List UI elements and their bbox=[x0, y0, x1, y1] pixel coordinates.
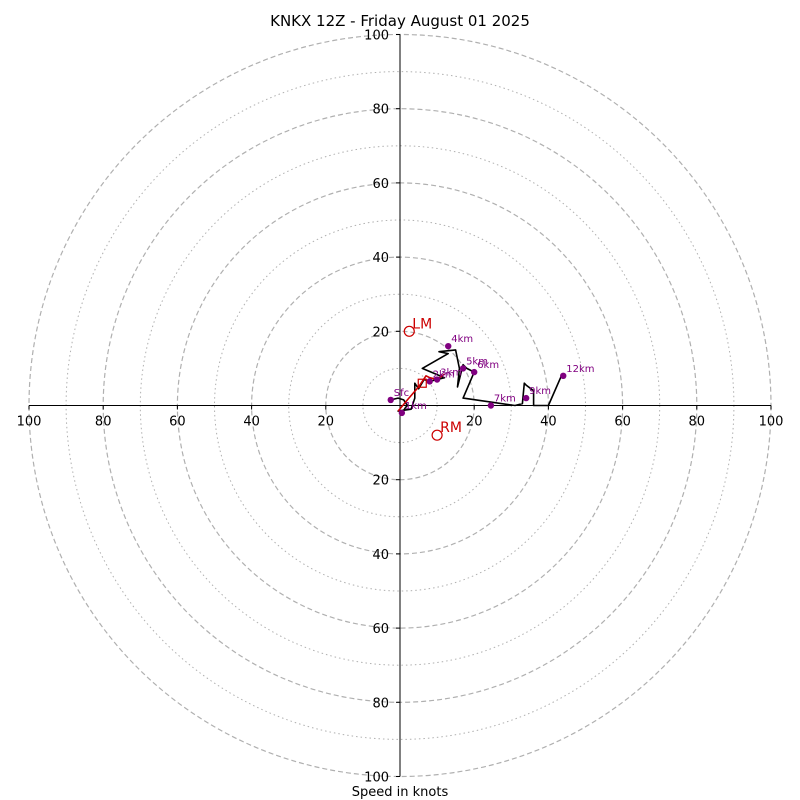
height-marker-4km bbox=[445, 342, 452, 350]
height-marker-1km-label: 1km bbox=[405, 401, 427, 412]
height-marker-5km bbox=[459, 365, 467, 372]
x-tick-label: 100 bbox=[759, 415, 784, 430]
height-marker-6km-label: 6km bbox=[477, 360, 499, 371]
x-tick-label: 100 bbox=[17, 415, 42, 430]
height-marker-sfc bbox=[387, 396, 394, 404]
mean-wind-marker bbox=[417, 378, 427, 388]
y-tick-label: 100 bbox=[364, 771, 389, 786]
height-marker-2km-label: 2km bbox=[433, 369, 455, 380]
y-tick-label: 100 bbox=[364, 29, 389, 44]
height-marker-12km bbox=[560, 372, 567, 380]
y-tick-label: 80 bbox=[372, 103, 389, 118]
storm-motion-rm-label: RM bbox=[440, 420, 462, 436]
storm-motion-rm-marker bbox=[431, 429, 443, 441]
axes bbox=[29, 34, 771, 777]
y-tick-label: 80 bbox=[372, 696, 389, 711]
height-marker-9km bbox=[522, 394, 530, 402]
y-tick-label: 20 bbox=[372, 474, 389, 489]
x-tick-label: 40 bbox=[243, 415, 260, 430]
x-tick-label: 80 bbox=[95, 415, 112, 430]
y-tick-label: 40 bbox=[372, 251, 389, 266]
x-tick-label: 80 bbox=[689, 415, 706, 430]
storm-motion-markers: LM RM bbox=[403, 316, 462, 441]
height-marker-5km-label: 5km bbox=[466, 356, 488, 367]
x-axis-label: Speed in knots bbox=[352, 785, 449, 800]
height-marker-12km-label: 12km bbox=[566, 364, 594, 375]
height-marker-4km-label: 4km bbox=[451, 334, 473, 345]
height-marker-3km bbox=[433, 376, 441, 383]
height-marker-2km bbox=[426, 378, 433, 385]
height-marker-7km-label: 7km bbox=[494, 394, 516, 405]
x-tick-label: 60 bbox=[169, 415, 186, 430]
height-marker-7km bbox=[487, 402, 495, 409]
x-tick-label: 60 bbox=[614, 415, 631, 430]
height-marker-6km bbox=[471, 368, 478, 376]
x-tick-label: 20 bbox=[466, 415, 483, 430]
y-tick-label: 40 bbox=[372, 548, 389, 563]
chart-title: KNKX 12Z - Friday August 01 2025 bbox=[270, 12, 530, 30]
height-marker-3km-label: 3km bbox=[440, 368, 462, 379]
storm-motion-lm-marker bbox=[403, 325, 415, 337]
y-tick-label: 60 bbox=[372, 177, 389, 192]
tick-labels: 100 80 60 40 20 20 40 60 80 100 100 80 60 40 20 20 40 60 8… bbox=[17, 29, 784, 786]
x-tick-label: 40 bbox=[540, 415, 557, 430]
height-marker-sfc-label: Sfc bbox=[394, 388, 409, 399]
y-tick-label: 20 bbox=[372, 325, 389, 340]
height-marker-9km-label: 9km bbox=[529, 386, 551, 397]
x-tick-label: 20 bbox=[318, 415, 335, 430]
storm-motion-lm-label: LM bbox=[412, 316, 432, 332]
y-tick-label: 60 bbox=[372, 622, 389, 637]
height-marker-1km bbox=[398, 409, 406, 417]
